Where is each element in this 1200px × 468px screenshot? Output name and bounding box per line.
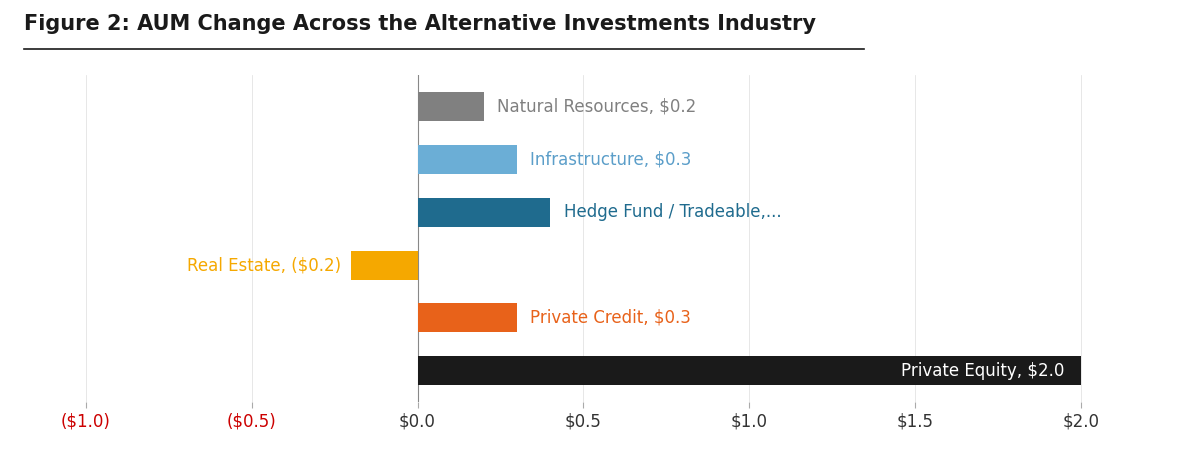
Text: Private Credit, $0.3: Private Credit, $0.3: [530, 309, 691, 327]
Bar: [418, 197, 551, 227]
Bar: [418, 356, 1081, 385]
Text: Natural Resources, $0.2: Natural Resources, $0.2: [497, 98, 696, 116]
Bar: [418, 92, 484, 121]
Text: Figure 2: AUM Change Across the Alternative Investments Industry: Figure 2: AUM Change Across the Alternat…: [24, 14, 816, 34]
Bar: [352, 250, 418, 279]
Bar: [418, 303, 517, 332]
Text: Infrastructure, $0.3: Infrastructure, $0.3: [530, 150, 691, 168]
Text: Private Equity, $2.0: Private Equity, $2.0: [901, 362, 1064, 380]
Text: Hedge Fund / Tradeable,...: Hedge Fund / Tradeable,...: [564, 203, 781, 221]
Text: Real Estate, ($0.2): Real Estate, ($0.2): [187, 256, 341, 274]
Bar: [418, 145, 517, 174]
